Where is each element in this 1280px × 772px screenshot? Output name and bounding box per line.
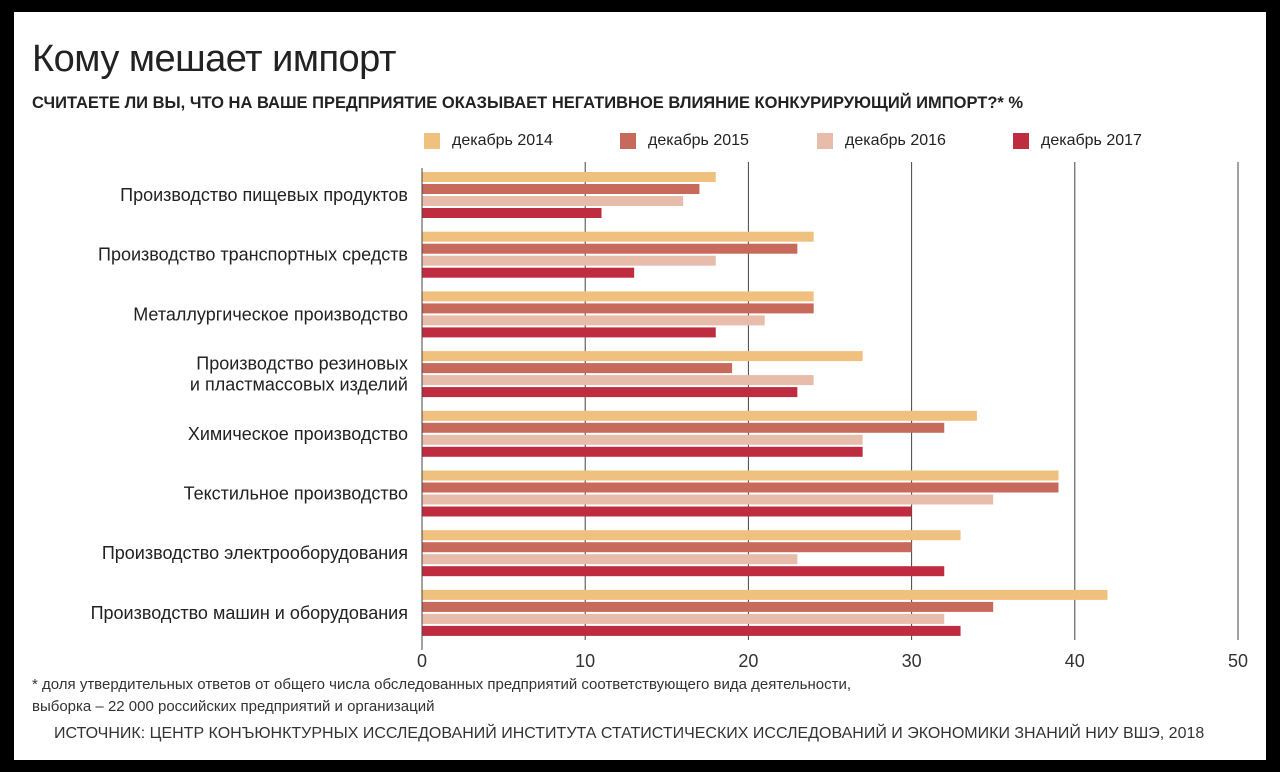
bar-2-5 (422, 422, 945, 433)
bar-2-8 (422, 601, 994, 612)
legend-item-2014: декабрь 2014 (424, 132, 553, 150)
bar-1-5 (422, 410, 977, 421)
bar-4-8 (422, 625, 961, 636)
bar-4-4 (422, 387, 798, 398)
category-label: Химическое производство (188, 424, 408, 444)
bar-3-1 (422, 196, 684, 206)
bar-3-3 (422, 315, 765, 326)
legend-swatch (817, 133, 833, 149)
bar-2-1 (422, 184, 700, 194)
source-note: ИСТОЧНИК: ЦЕНТР КОНЪЮНКТУРНЫХ ИССЛЕДОВАН… (54, 725, 1205, 742)
legend-label: декабрь 2015 (648, 132, 749, 149)
bar-3-7 (422, 554, 798, 565)
x-tick-label: 20 (738, 651, 758, 671)
bar-2-4 (422, 363, 733, 374)
category-label: Производство машин и оборудования (91, 603, 408, 623)
chart-subtitle: СЧИТАЕТЕ ЛИ ВЫ, ЧТО НА ВАШЕ ПРЕДПРИЯТИЕ … (32, 94, 1024, 112)
bar-1-7 (422, 530, 961, 541)
category-label: Производство резиновых (196, 354, 408, 374)
bar-3-4 (422, 375, 814, 386)
footnote-line-1: * доля утвердительных ответов от общего … (32, 676, 852, 693)
category-label: Производство пищевых продуктов (120, 185, 408, 205)
x-tick-label: 30 (902, 651, 922, 671)
legend-swatch (1013, 133, 1029, 149)
category-label: и пластмассовых изделий (190, 375, 408, 395)
bar-4-5 (422, 446, 863, 457)
legend-swatch (424, 133, 440, 149)
bar-3-8 (422, 613, 945, 624)
bar-2-2 (422, 243, 798, 254)
bar-2-6 (422, 482, 1059, 493)
bar-1-4 (422, 351, 863, 362)
bar-4-2 (422, 267, 635, 278)
bar-3-6 (422, 494, 994, 505)
footnote-line-2: выборка – 22 000 российских предприятий … (32, 698, 435, 715)
bar-4-7 (422, 566, 945, 577)
chart-panel: Кому мешает импорт СЧИТАЕТЕ ЛИ ВЫ, ЧТО Н… (14, 12, 1266, 760)
legend-label: декабрь 2014 (452, 132, 553, 149)
legend-label: декабрь 2016 (845, 132, 946, 149)
bar-4-3 (422, 327, 716, 338)
bar-1-6 (422, 470, 1059, 481)
bar-1-8 (422, 589, 1108, 600)
bar-chart: Производство пищевых продуктов Производст… (91, 162, 1248, 671)
category-label: Производство электрооборудования (102, 543, 408, 563)
bar-1-1 (422, 172, 716, 182)
bar-2-3 (422, 303, 814, 314)
x-tick-label: 10 (575, 651, 595, 671)
bar-2-7 (422, 542, 912, 553)
bar-4-6 (422, 506, 912, 517)
legend-item-2015: декабрь 2015 (620, 132, 749, 150)
category-label: Текстильное производство (184, 484, 408, 504)
bar-1-2 (422, 231, 814, 242)
x-tick-label: 0 (417, 651, 427, 671)
x-tick-label: 40 (1065, 651, 1085, 671)
bar-1-3 (422, 291, 814, 302)
category-label: Металлургическое производство (133, 304, 408, 324)
legend-label: декабрь 2017 (1041, 132, 1142, 149)
chart-title: Кому мешает импорт (32, 38, 396, 80)
category-label: Производство транспортных средств (98, 245, 408, 265)
bar-3-5 (422, 434, 863, 445)
bar-3-2 (422, 255, 716, 266)
bar-4-1 (422, 208, 602, 218)
legend-item-2016: декабрь 2016 (817, 132, 946, 150)
legend-item-2017: декабрь 2017 (1013, 132, 1142, 150)
legend-swatch (620, 133, 636, 149)
x-tick-label: 50 (1228, 651, 1248, 671)
